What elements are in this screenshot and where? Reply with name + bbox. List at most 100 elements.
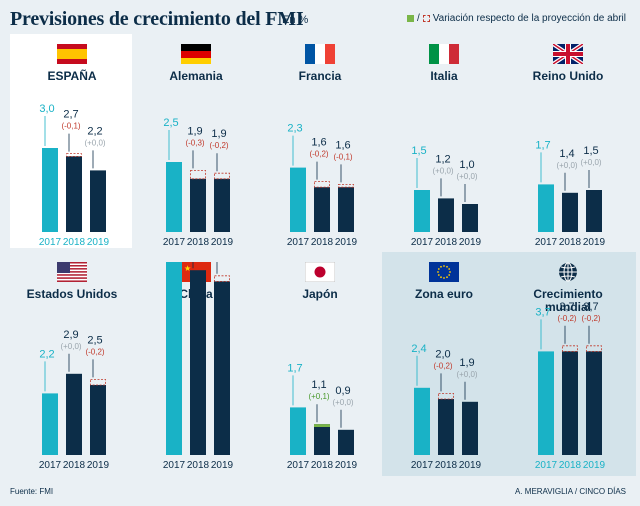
year-label: 2018 (559, 237, 582, 248)
change-marker (314, 181, 330, 188)
bar-2019 (90, 385, 106, 455)
value-label: 1,6 (335, 139, 350, 151)
bar-2018 (66, 373, 82, 455)
legend-dashed-swatch (422, 15, 430, 22)
spain-flag-icon (57, 44, 87, 64)
japan-flag-icon (305, 262, 335, 282)
value-label: 3,7 (583, 301, 598, 313)
year-label: 2018 (311, 460, 334, 471)
year-label: 2017 (163, 237, 186, 248)
value-label: 2,5 (163, 117, 178, 129)
country-panel: Japón 1,7 2017 1,1 (+0,1) 2018 0,9 (+0,0) 2019 (258, 262, 382, 473)
bar-chart: 2,2 2017 2,9(+0,0) 2018 2,5(-0,2) 2019 (39, 329, 110, 471)
unit-label: En % (282, 14, 309, 26)
value-label: 2,0 (435, 348, 450, 360)
country-name: Reino Unido (532, 69, 604, 83)
change-label: (+0,0) (456, 172, 477, 181)
change-marker (66, 153, 82, 157)
bar-chart: 1,7 2017 1,1(+0,1) 2018 0,9(+0,0) 2019 (287, 362, 358, 471)
change-marker (338, 183, 354, 188)
change-marker (214, 275, 230, 282)
uk-flag-icon (553, 44, 583, 64)
year-label: 2017 (287, 460, 310, 471)
bar-2018 (438, 399, 454, 455)
year-label: 2019 (211, 237, 234, 248)
value-label: 1,7 (535, 139, 550, 151)
italy-flag-icon (429, 44, 459, 64)
country-panel: Estados Unidos 2,2 2017 2,9 (+0,0) 2018 2,5 (-0… (10, 262, 134, 473)
bar-2017 (414, 190, 430, 232)
value-label: 1,2 (435, 153, 450, 165)
year-label: 2019 (459, 460, 482, 471)
bar-2019 (462, 204, 478, 232)
bar-2018 (562, 351, 578, 455)
country-panel: Zona euro 2,4 2017 2,0 (-0,2) 2018 1,9 (+0,0) 20… (382, 262, 506, 473)
value-label: 1,7 (287, 362, 302, 374)
bar-2017 (42, 393, 58, 455)
value-label: 1,9 (187, 125, 202, 137)
country-panel: Italia 1,5 2017 1,2 (+0,0) 2018 1,0 (+0,0) 2019 (382, 44, 506, 250)
value-label: 1,9 (211, 128, 226, 140)
year-label: 2017 (411, 237, 434, 248)
chart-title: Previsiones de crecimiento del FMI (10, 8, 304, 30)
change-label: (+0,0) (60, 342, 81, 351)
change-label: (+0,0) (456, 370, 477, 379)
change-label: (+0,0) (84, 138, 105, 147)
globe-icon (559, 262, 577, 282)
change-label: (-0,2) (85, 347, 104, 356)
bar-chart: 3,0 2017 2,7(-0,1) 2018 2,2(+0,0) 2019 (39, 103, 110, 248)
change-marker (314, 424, 330, 427)
value-label: 2,7 (63, 109, 78, 121)
bar-2017 (538, 184, 554, 232)
germany-flag-icon (181, 44, 211, 64)
change-marker (438, 392, 454, 400)
value-label: 3,7 (559, 301, 574, 313)
value-label: 2,2 (87, 125, 102, 137)
value-label: 1,4 (559, 148, 574, 160)
value-label: 2,3 (287, 123, 302, 135)
change-label: (-0,1) (333, 152, 352, 161)
country-name: Crecimiento mundial (533, 287, 603, 314)
bar-2017 (166, 162, 182, 232)
bar-2017 (290, 167, 306, 232)
country-name: Italia (430, 69, 458, 83)
bar-2019 (586, 351, 602, 455)
bar-2018 (66, 156, 82, 232)
italy-flag-icon (429, 44, 459, 64)
bar-2019 (462, 401, 478, 455)
year-label: 2019 (335, 237, 358, 248)
year-label: 2018 (187, 460, 210, 471)
year-label: 2017 (287, 237, 310, 248)
france-flag-icon (305, 44, 335, 64)
value-label: 3,7 (535, 306, 550, 318)
value-label: 0,9 (335, 385, 350, 397)
uk-flag-icon (553, 44, 583, 64)
bar-2019 (214, 281, 230, 455)
value-label: 2,9 (63, 329, 78, 341)
value-label: 1,0 (459, 159, 474, 171)
country-panel: Reino Unido 1,7 2017 1,4 (+0,0) 2018 1,5 (+0,0)… (506, 44, 630, 250)
change-label: (+0,0) (556, 161, 577, 170)
year-label: 2017 (39, 460, 62, 471)
year-label: 2018 (435, 237, 458, 248)
bar-2018 (562, 192, 578, 232)
bar-2019 (214, 178, 230, 232)
year-label: 2017 (163, 460, 186, 471)
country-name: Alemania (169, 69, 223, 83)
legend-slash: / (416, 13, 420, 24)
year-label: 2018 (311, 237, 334, 248)
country-panel: Crecimiento mundial 3,7 2017 3,7 (-0,2) 2018 3… (506, 262, 630, 473)
change-label: (+0,0) (432, 166, 453, 175)
value-label: 1,6 (311, 137, 326, 149)
country-name: ESPAÑA (47, 69, 97, 83)
year-label: 2019 (87, 237, 110, 248)
svg-text:★: ★ (184, 264, 191, 273)
bar-2017 (166, 262, 182, 455)
year-label: 2018 (559, 460, 582, 471)
usa-flag-icon (57, 262, 87, 282)
bar-2019 (338, 429, 354, 455)
year-label: 2017 (535, 237, 558, 248)
